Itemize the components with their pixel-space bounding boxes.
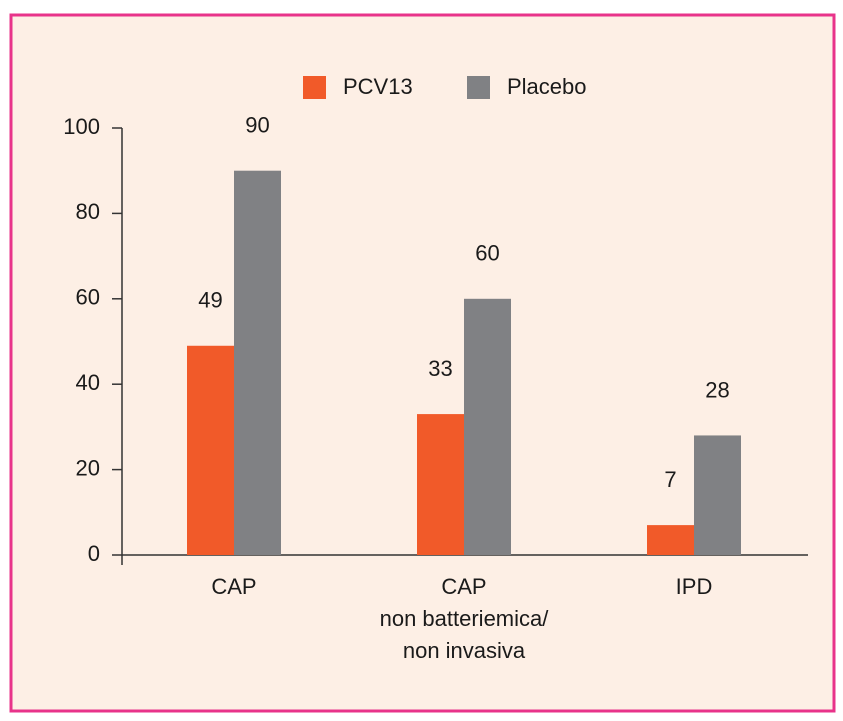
bar [647,525,694,555]
y-tick-label: 40 [76,370,100,395]
legend-swatch [303,76,326,99]
x-tick-label: non batteriemica/ [380,606,550,631]
x-tick-label: CAP [441,574,486,599]
value-label: 60 [475,241,499,266]
value-label: 33 [428,356,452,381]
frame [9,13,836,713]
bar [464,298,511,555]
legend-label: PCV13 [343,74,413,99]
value-label: 90 [245,113,269,138]
bar [417,414,464,555]
x-tick-label: non invasiva [403,638,526,663]
y-tick-label: 20 [76,455,100,480]
y-tick-label: 100 [63,114,100,139]
y-tick-label: 0 [88,541,100,566]
bar [694,435,741,555]
value-label: 49 [198,288,222,313]
value-label: 28 [705,377,729,402]
legend-swatch [467,76,490,99]
x-tick-label: CAP [211,574,256,599]
bar [187,345,234,555]
bar [234,170,281,555]
y-tick-label: 80 [76,199,100,224]
value-label: 7 [664,467,676,492]
legend-label: Placebo [507,74,587,99]
x-tick-label: IPD [676,574,713,599]
y-tick-label: 60 [76,285,100,310]
